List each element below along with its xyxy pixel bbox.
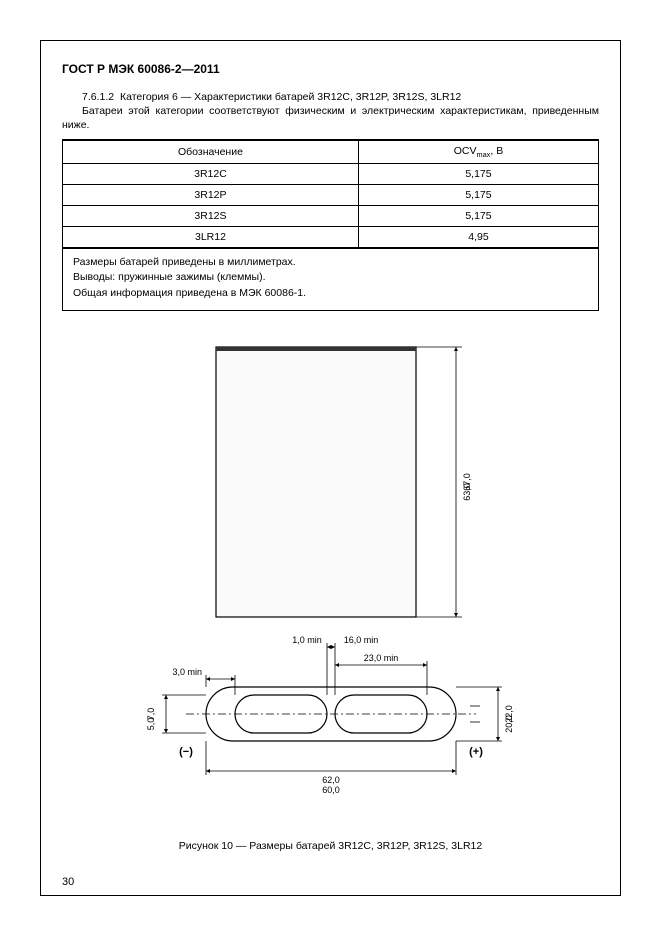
doc-header: ГОСТ Р МЭК 60086-2—2011	[62, 62, 599, 76]
table-row: 3R12S5,175	[63, 205, 599, 226]
section-title: Категория 6 — Характеристики батарей 3R1…	[120, 91, 461, 103]
battery-dimension-diagram: 67,063,023,0 min16,0 min1,0 min3,0 min7,…	[96, 327, 566, 827]
table-header-ocv: OCVmax, В	[358, 140, 598, 164]
note-line: Размеры батарей приведены в миллиметрах.	[73, 255, 588, 271]
table-header-designation: Обозначение	[63, 140, 359, 164]
note-line: Общая информация приведена в МЭК 60086-1…	[73, 286, 588, 302]
figure-caption: Рисунок 10 — Размеры батарей 3R12C, 3R12…	[62, 840, 599, 852]
characteristics-table: Обозначение OCVmax, В 3R12C5,175 3R12P5,…	[62, 139, 599, 249]
svg-text:60,0: 60,0	[322, 785, 340, 795]
section-number: 7.6.1.2	[82, 91, 114, 103]
section-heading: 7.6.1.2 Категория 6 — Характеристики бат…	[62, 90, 599, 104]
table-row: 3LR124,95	[63, 226, 599, 248]
svg-text:(+): (+)	[469, 746, 483, 758]
svg-text:62,0: 62,0	[322, 775, 340, 785]
svg-text:63,0: 63,0	[462, 483, 472, 501]
svg-text:(−): (−)	[179, 746, 193, 758]
notes-box: Размеры батарей приведены в миллиметрах.…	[62, 249, 599, 311]
svg-text:23,0 min: 23,0 min	[363, 653, 398, 663]
figure-area: 67,063,023,0 min16,0 min1,0 min3,0 min7,…	[62, 327, 599, 852]
svg-text:5,0: 5,0	[146, 718, 156, 731]
svg-text:20,0: 20,0	[504, 715, 514, 733]
svg-text:1,0 min: 1,0 min	[292, 635, 322, 645]
intro-paragraph: Батареи этой категории соответствуют физ…	[62, 104, 599, 132]
table-row: 3R12C5,175	[63, 163, 599, 184]
table-row: 3R12P5,175	[63, 184, 599, 205]
svg-text:16,0 min: 16,0 min	[343, 635, 378, 645]
svg-text:3,0 min: 3,0 min	[172, 667, 202, 677]
note-line: Выводы: пружинные зажимы (клеммы).	[73, 270, 588, 286]
page-number: 30	[62, 876, 74, 888]
